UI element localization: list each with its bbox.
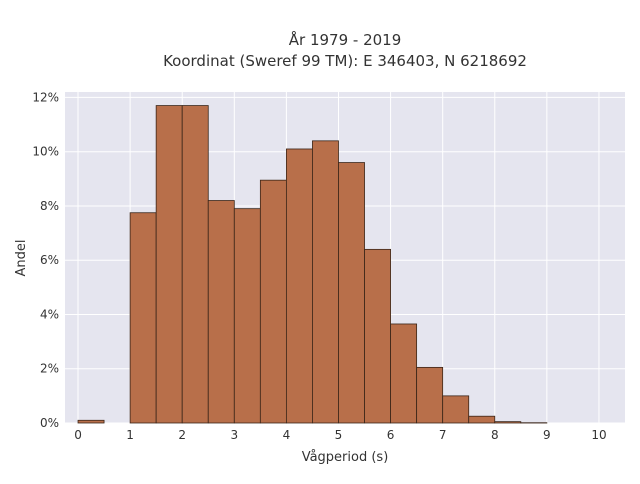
y-tick-label: 6% xyxy=(40,253,59,267)
x-tick-label: 9 xyxy=(543,428,551,442)
histogram-bar xyxy=(338,163,364,423)
histogram-bar xyxy=(495,422,521,423)
x-tick-label: 4 xyxy=(283,428,291,442)
y-tick-label: 10% xyxy=(32,145,59,159)
histogram-bar xyxy=(182,106,208,423)
histogram-bar xyxy=(443,396,469,423)
x-axis-ticks: 0 1 2 3 4 5 6 7 8 9 10 xyxy=(74,428,606,442)
histogram-bar xyxy=(365,249,391,423)
histogram-bar xyxy=(417,367,443,423)
histogram-bar xyxy=(156,106,182,423)
x-tick-label: 1 xyxy=(126,428,134,442)
x-tick-label: 5 xyxy=(335,428,343,442)
y-tick-label: 12% xyxy=(32,90,59,104)
y-tick-label: 8% xyxy=(40,199,59,213)
x-tick-label: 7 xyxy=(439,428,447,442)
histogram-bar xyxy=(208,201,234,423)
y-axis-label: Andel xyxy=(14,240,29,277)
histogram-bar xyxy=(130,213,156,423)
chart-title-line-1: År 1979 - 2019 xyxy=(289,30,402,49)
y-tick-label: 0% xyxy=(40,416,59,430)
histogram-bar xyxy=(469,416,495,423)
x-tick-label: 8 xyxy=(491,428,499,442)
x-tick-label: 10 xyxy=(591,428,606,442)
x-tick-label: 3 xyxy=(230,428,238,442)
y-tick-label: 2% xyxy=(40,362,59,376)
x-axis-label: Vågperiod (s) xyxy=(302,450,389,465)
histogram-bar xyxy=(78,420,104,423)
histogram-bar xyxy=(260,180,286,423)
x-tick-label: 6 xyxy=(387,428,395,442)
histogram-bar xyxy=(234,209,260,423)
y-tick-label: 4% xyxy=(40,307,59,321)
chart-title-line-2: Koordinat (Sweref 99 TM): E 346403, N 62… xyxy=(163,52,527,70)
histogram-bar xyxy=(286,149,312,423)
histogram-bar xyxy=(312,141,338,423)
histogram-bar xyxy=(391,324,417,423)
x-tick-label: 2 xyxy=(178,428,186,442)
x-tick-label: 0 xyxy=(74,428,82,442)
y-axis-ticks: 0% 2% 4% 6% 8% 10% 12% xyxy=(32,90,59,430)
